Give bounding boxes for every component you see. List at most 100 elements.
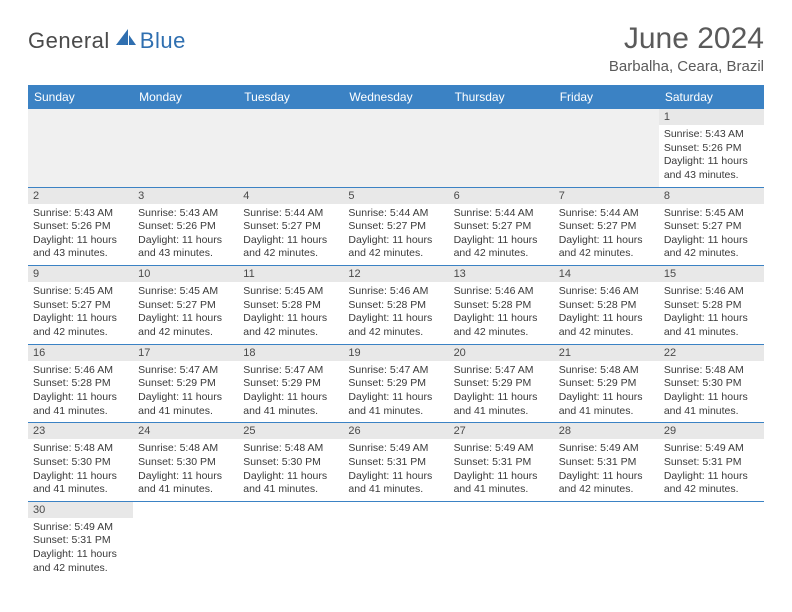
calendar-cell: 28Sunrise: 5:49 AMSunset: 5:31 PMDayligh… — [554, 423, 659, 502]
logo-text-1: General — [28, 28, 110, 54]
day-details: Sunrise: 5:44 AMSunset: 5:27 PMDaylight:… — [343, 204, 448, 266]
calendar-row: 23Sunrise: 5:48 AMSunset: 5:30 PMDayligh… — [28, 423, 764, 502]
day-number: 10 — [133, 266, 238, 282]
weekday-header: Monday — [133, 85, 238, 109]
day-details: Sunrise: 5:46 AMSunset: 5:28 PMDaylight:… — [554, 282, 659, 344]
sunset-line: Sunset: 5:28 PM — [664, 299, 759, 313]
daylight-line: Daylight: 11 hours and 42 minutes. — [243, 312, 338, 339]
day-number: 24 — [133, 423, 238, 439]
day-details: Sunrise: 5:49 AMSunset: 5:31 PMDaylight:… — [28, 518, 133, 580]
sunrise-line: Sunrise: 5:47 AM — [243, 364, 338, 378]
day-number: 23 — [28, 423, 133, 439]
sunrise-line: Sunrise: 5:48 AM — [138, 442, 233, 456]
weekday-header: Saturday — [659, 85, 764, 109]
calendar-cell: 21Sunrise: 5:48 AMSunset: 5:29 PMDayligh… — [554, 344, 659, 423]
daylight-line: Daylight: 11 hours and 42 minutes. — [559, 234, 654, 261]
sunrise-line: Sunrise: 5:47 AM — [348, 364, 443, 378]
day-number: 5 — [343, 188, 448, 204]
sunrise-line: Sunrise: 5:43 AM — [664, 128, 759, 142]
sunset-line: Sunset: 5:27 PM — [664, 220, 759, 234]
calendar-cell — [659, 501, 764, 579]
sunset-line: Sunset: 5:30 PM — [138, 456, 233, 470]
sunset-line: Sunset: 5:26 PM — [33, 220, 128, 234]
weekday-header-row: SundayMondayTuesdayWednesdayThursdayFrid… — [28, 85, 764, 109]
sunset-line: Sunset: 5:27 PM — [243, 220, 338, 234]
day-details: Sunrise: 5:44 AMSunset: 5:27 PMDaylight:… — [238, 204, 343, 266]
daylight-line: Daylight: 11 hours and 41 minutes. — [664, 312, 759, 339]
day-details: Sunrise: 5:46 AMSunset: 5:28 PMDaylight:… — [449, 282, 554, 344]
sunrise-line: Sunrise: 5:46 AM — [33, 364, 128, 378]
day-details: Sunrise: 5:47 AMSunset: 5:29 PMDaylight:… — [449, 361, 554, 423]
day-number: 30 — [28, 502, 133, 518]
day-details: Sunrise: 5:46 AMSunset: 5:28 PMDaylight:… — [659, 282, 764, 344]
calendar-cell: 7Sunrise: 5:44 AMSunset: 5:27 PMDaylight… — [554, 187, 659, 266]
header: General Blue June 2024 Barbalha, Ceara, … — [28, 22, 764, 75]
calendar-cell: 30Sunrise: 5:49 AMSunset: 5:31 PMDayligh… — [28, 501, 133, 579]
weekday-header: Tuesday — [238, 85, 343, 109]
day-details: Sunrise: 5:44 AMSunset: 5:27 PMDaylight:… — [554, 204, 659, 266]
day-number: 16 — [28, 345, 133, 361]
day-details: Sunrise: 5:43 AMSunset: 5:26 PMDaylight:… — [133, 204, 238, 266]
sunset-line: Sunset: 5:28 PM — [33, 377, 128, 391]
day-details: Sunrise: 5:46 AMSunset: 5:28 PMDaylight:… — [343, 282, 448, 344]
sunset-line: Sunset: 5:27 PM — [348, 220, 443, 234]
calendar-cell: 29Sunrise: 5:49 AMSunset: 5:31 PMDayligh… — [659, 423, 764, 502]
calendar-table: SundayMondayTuesdayWednesdayThursdayFrid… — [28, 85, 764, 579]
calendar-cell: 15Sunrise: 5:46 AMSunset: 5:28 PMDayligh… — [659, 266, 764, 345]
daylight-line: Daylight: 11 hours and 43 minutes. — [664, 155, 759, 182]
sunrise-line: Sunrise: 5:49 AM — [348, 442, 443, 456]
calendar-cell — [449, 109, 554, 187]
day-details: Sunrise: 5:45 AMSunset: 5:27 PMDaylight:… — [28, 282, 133, 344]
daylight-line: Daylight: 11 hours and 42 minutes. — [454, 234, 549, 261]
daylight-line: Daylight: 11 hours and 42 minutes. — [664, 234, 759, 261]
daylight-line: Daylight: 11 hours and 43 minutes. — [138, 234, 233, 261]
day-number: 8 — [659, 188, 764, 204]
daylight-line: Daylight: 11 hours and 42 minutes. — [559, 312, 654, 339]
daylight-line: Daylight: 11 hours and 41 minutes. — [33, 391, 128, 418]
daylight-line: Daylight: 11 hours and 42 minutes. — [33, 312, 128, 339]
calendar-cell — [133, 501, 238, 579]
logo-sail-icon — [114, 27, 138, 52]
daylight-line: Daylight: 11 hours and 41 minutes. — [559, 391, 654, 418]
day-number: 14 — [554, 266, 659, 282]
calendar-row: 2Sunrise: 5:43 AMSunset: 5:26 PMDaylight… — [28, 187, 764, 266]
sunrise-line: Sunrise: 5:47 AM — [454, 364, 549, 378]
day-details: Sunrise: 5:48 AMSunset: 5:30 PMDaylight:… — [133, 439, 238, 501]
sunrise-line: Sunrise: 5:48 AM — [559, 364, 654, 378]
sunset-line: Sunset: 5:27 PM — [33, 299, 128, 313]
day-number: 29 — [659, 423, 764, 439]
day-number: 13 — [449, 266, 554, 282]
day-number: 19 — [343, 345, 448, 361]
sunrise-line: Sunrise: 5:45 AM — [33, 285, 128, 299]
sunrise-line: Sunrise: 5:43 AM — [138, 207, 233, 221]
calendar-cell — [238, 501, 343, 579]
sunrise-line: Sunrise: 5:49 AM — [559, 442, 654, 456]
daylight-line: Daylight: 11 hours and 42 minutes. — [664, 470, 759, 497]
sunrise-line: Sunrise: 5:48 AM — [664, 364, 759, 378]
day-number: 25 — [238, 423, 343, 439]
day-details: Sunrise: 5:48 AMSunset: 5:30 PMDaylight:… — [659, 361, 764, 423]
day-details: Sunrise: 5:45 AMSunset: 5:28 PMDaylight:… — [238, 282, 343, 344]
daylight-line: Daylight: 11 hours and 41 minutes. — [454, 470, 549, 497]
day-details: Sunrise: 5:44 AMSunset: 5:27 PMDaylight:… — [449, 204, 554, 266]
sunset-line: Sunset: 5:27 PM — [454, 220, 549, 234]
sunset-line: Sunset: 5:30 PM — [664, 377, 759, 391]
sunrise-line: Sunrise: 5:44 AM — [243, 207, 338, 221]
calendar-cell: 26Sunrise: 5:49 AMSunset: 5:31 PMDayligh… — [343, 423, 448, 502]
daylight-line: Daylight: 11 hours and 41 minutes. — [243, 391, 338, 418]
daylight-line: Daylight: 11 hours and 41 minutes. — [138, 391, 233, 418]
daylight-line: Daylight: 11 hours and 41 minutes. — [348, 470, 443, 497]
sunrise-line: Sunrise: 5:46 AM — [664, 285, 759, 299]
sunrise-line: Sunrise: 5:46 AM — [454, 285, 549, 299]
calendar-cell: 13Sunrise: 5:46 AMSunset: 5:28 PMDayligh… — [449, 266, 554, 345]
location: Barbalha, Ceara, Brazil — [609, 58, 764, 75]
day-number: 18 — [238, 345, 343, 361]
daylight-line: Daylight: 11 hours and 42 minutes. — [33, 548, 128, 575]
sunrise-line: Sunrise: 5:44 AM — [454, 207, 549, 221]
day-details: Sunrise: 5:47 AMSunset: 5:29 PMDaylight:… — [343, 361, 448, 423]
sunrise-line: Sunrise: 5:49 AM — [664, 442, 759, 456]
sunset-line: Sunset: 5:28 PM — [243, 299, 338, 313]
daylight-line: Daylight: 11 hours and 42 minutes. — [559, 470, 654, 497]
sunset-line: Sunset: 5:29 PM — [348, 377, 443, 391]
sunset-line: Sunset: 5:29 PM — [243, 377, 338, 391]
